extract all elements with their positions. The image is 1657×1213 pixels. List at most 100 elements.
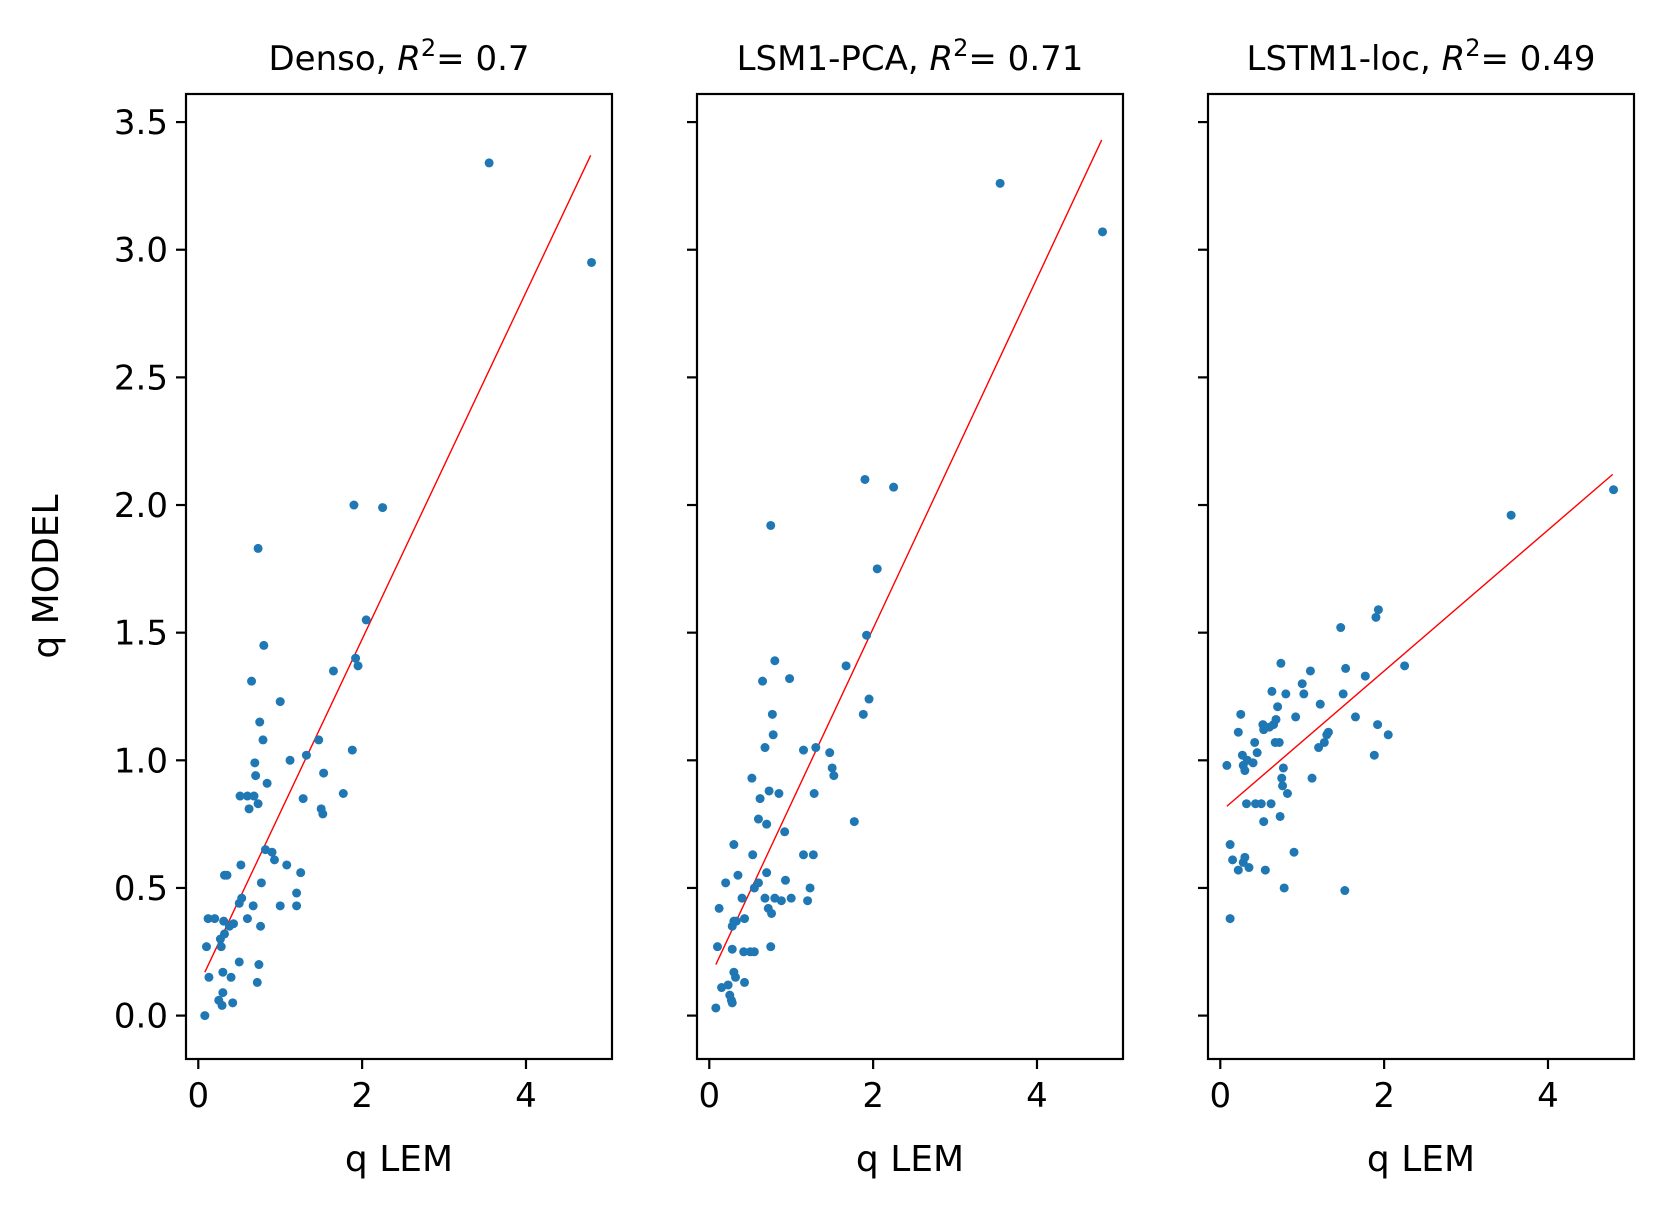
data-point — [222, 870, 232, 880]
data-point — [748, 850, 758, 860]
data-point — [1340, 886, 1350, 896]
data-point — [218, 988, 228, 998]
data-point — [1236, 709, 1246, 719]
r-squared-symbol: R — [929, 39, 953, 79]
data-point — [803, 896, 813, 906]
x-tick-label: 4 — [1026, 1076, 1048, 1116]
data-point — [347, 745, 357, 755]
r-squared-symbol: R — [397, 39, 421, 79]
data-point — [328, 666, 338, 676]
data-point — [858, 709, 868, 719]
x-tick-label: 0 — [1209, 1076, 1231, 1116]
x-axis-label: q LEM — [1367, 1139, 1475, 1180]
regression-line — [204, 154, 592, 973]
data-point — [889, 482, 899, 492]
data-point — [1336, 623, 1346, 633]
data-point — [805, 883, 815, 893]
data-point — [292, 888, 302, 898]
data-point — [862, 630, 872, 640]
data-point — [780, 827, 790, 837]
data-point — [767, 908, 777, 918]
data-point — [760, 743, 770, 753]
scatter-points — [711, 178, 1108, 1013]
data-point — [314, 735, 324, 745]
data-point — [768, 730, 778, 740]
data-point — [1289, 847, 1299, 857]
data-point — [484, 158, 494, 168]
data-point — [252, 977, 262, 987]
data-point — [248, 901, 258, 911]
data-point — [841, 661, 851, 671]
data-point — [1299, 689, 1309, 699]
data-point — [1400, 661, 1410, 671]
data-point — [237, 893, 247, 903]
plot-frame — [1206, 92, 1636, 1061]
data-point — [204, 972, 214, 982]
data-point — [235, 791, 245, 801]
y-tick-label: 3.5 — [114, 103, 168, 143]
data-point — [282, 860, 292, 870]
data-point — [1250, 737, 1260, 747]
data-point — [216, 942, 226, 952]
data-point — [338, 788, 348, 798]
data-point — [236, 860, 246, 870]
data-point — [234, 957, 244, 967]
data-point — [353, 661, 363, 671]
data-point — [1271, 714, 1281, 724]
y-tick-label: 3.0 — [114, 231, 168, 271]
data-point — [808, 850, 818, 860]
data-point — [203, 914, 213, 924]
data-point — [749, 947, 759, 957]
y-tick-label: 2.5 — [114, 358, 168, 398]
data-point — [849, 817, 859, 827]
data-point — [269, 855, 279, 865]
data-point — [217, 1000, 227, 1010]
data-point — [727, 998, 737, 1008]
data-point — [714, 903, 724, 913]
data-point — [723, 980, 733, 990]
data-point — [740, 914, 750, 924]
data-point — [255, 717, 265, 727]
y-tick-label: 0.5 — [114, 869, 168, 909]
data-point — [298, 794, 308, 804]
y-tick-label: 2.0 — [114, 486, 168, 526]
data-point — [739, 947, 749, 957]
data-point — [1323, 727, 1333, 737]
data-point — [1275, 811, 1285, 821]
data-point — [254, 960, 264, 970]
data-point — [737, 893, 747, 903]
data-point — [1242, 799, 1252, 809]
data-point — [220, 929, 230, 939]
data-point — [256, 921, 266, 931]
data-point — [292, 901, 302, 911]
data-point — [1350, 712, 1360, 722]
data-point — [860, 474, 870, 484]
data-point — [1369, 750, 1379, 760]
x-tick-label: 0 — [187, 1076, 209, 1116]
r-squared-value: = 0.71 — [968, 39, 1083, 79]
r-squared-exponent: 2 — [1465, 34, 1480, 62]
data-point — [1225, 914, 1235, 924]
data-point — [258, 735, 268, 745]
chart-panels: Denso, R2= 0.70 2 40.00.51.01.52.02.53.03.… — [26, 34, 1636, 1180]
data-point — [1098, 227, 1108, 237]
y-tick-label: 1.5 — [114, 614, 168, 654]
panel-2: LSM1-PCA, R2= 0.710 2 4q LEM — [687, 34, 1125, 1180]
r-squared-exponent: 2 — [421, 34, 436, 62]
data-point — [1373, 605, 1383, 615]
scatter-points — [1222, 485, 1619, 924]
data-point — [262, 778, 272, 788]
data-point — [1314, 743, 1324, 753]
data-point — [762, 819, 772, 829]
data-point — [378, 503, 388, 513]
data-point — [1276, 658, 1286, 668]
data-point — [318, 809, 328, 819]
data-point — [1259, 817, 1269, 827]
data-point — [872, 564, 882, 574]
data-point — [799, 745, 808, 755]
panel-title-prefix: LSTM1-loc, — [1247, 39, 1442, 79]
plot-frame — [695, 92, 1125, 1061]
y-axis-label: q MODEL — [26, 494, 67, 658]
data-point — [776, 896, 786, 906]
data-point — [1228, 855, 1238, 865]
